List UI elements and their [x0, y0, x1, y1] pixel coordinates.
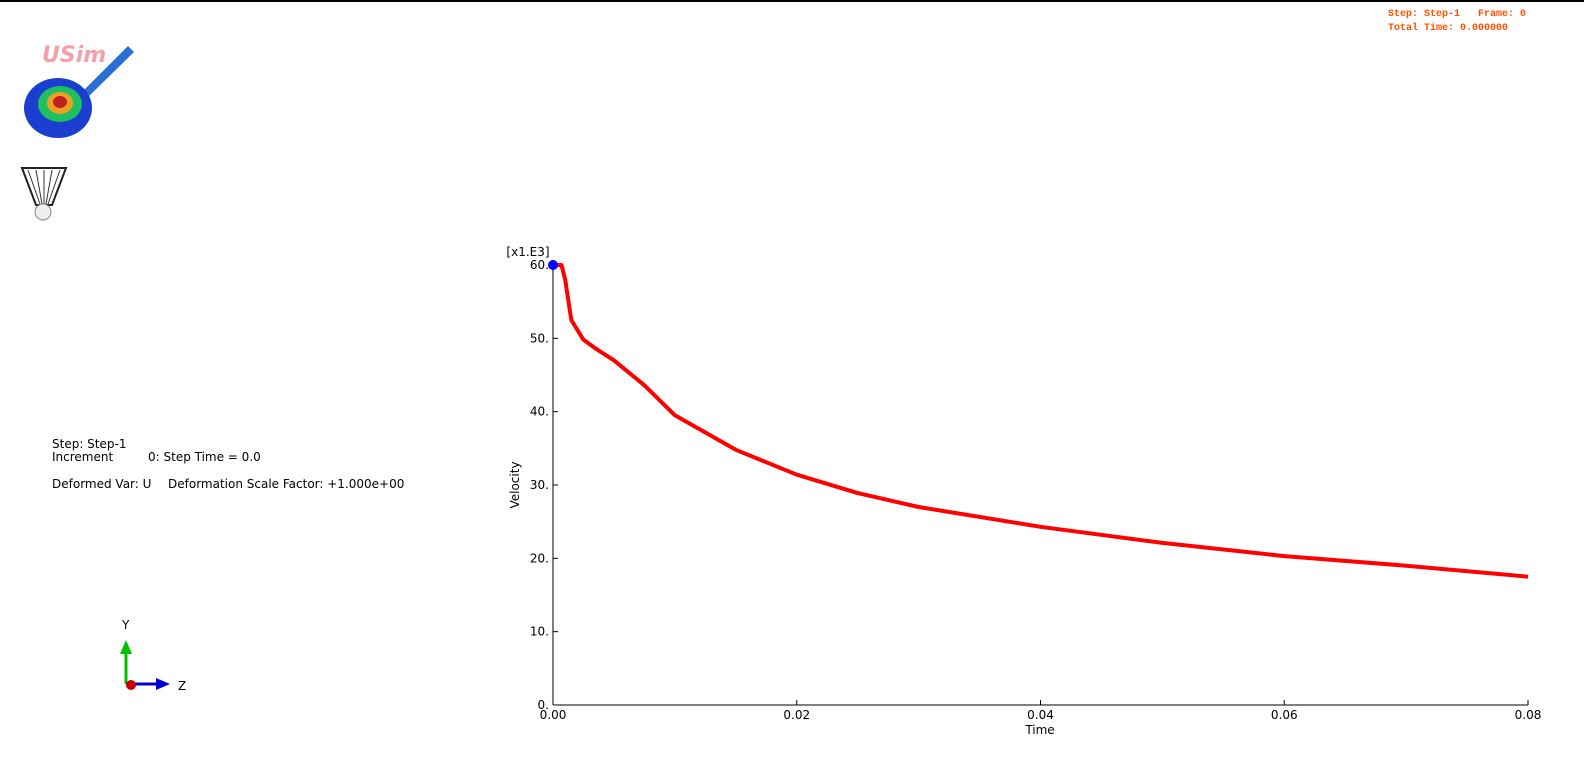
y-tick-label: 20. — [530, 551, 549, 565]
x-tick-label: 0.02 — [783, 708, 810, 722]
logo-text: USim — [42, 43, 106, 68]
y-axis-label: Velocity — [508, 461, 522, 508]
curve — [553, 263, 1529, 579]
logo: USim — [20, 43, 134, 221]
y-tick-label: 0. — [538, 698, 549, 712]
y-tick-label: 40. — [530, 405, 549, 419]
y-tick-label: 50. — [530, 331, 549, 345]
info-scale-factor: Deformation Scale Factor: +1.000e+00 — [168, 477, 404, 491]
status-time: Total Time: 0.000000 — [1388, 22, 1508, 34]
x-tick-label: 0.00 — [540, 708, 567, 722]
y-tick-label: 30. — [530, 478, 549, 492]
status-step: Step: Step-1 Frame: 0 — [1388, 9, 1526, 20]
triad-y: Y — [121, 618, 130, 632]
info-step-time: 0: Step Time = 0.0 — [148, 450, 261, 464]
info-increment: Increment — [52, 450, 113, 464]
frame-marker — [548, 260, 558, 270]
info-deformed-var: Deformed Var: U — [52, 477, 151, 491]
y-multiplier: [x1.E3] — [506, 245, 549, 259]
info-step: Step: Step-1 — [52, 437, 126, 451]
y-tick-label: 10. — [530, 625, 549, 639]
x-tick-label: 0.04 — [1027, 708, 1054, 722]
triad: Y Z — [120, 618, 186, 693]
triad-z: Z — [178, 679, 186, 693]
y-tick-label: 60. — [530, 258, 549, 272]
x-axis-label: Time — [1024, 723, 1054, 737]
x-tick-label: 0.08 — [1515, 708, 1542, 722]
top-border — [0, 0, 1584, 2]
x-tick-label: 0.06 — [1271, 708, 1298, 722]
